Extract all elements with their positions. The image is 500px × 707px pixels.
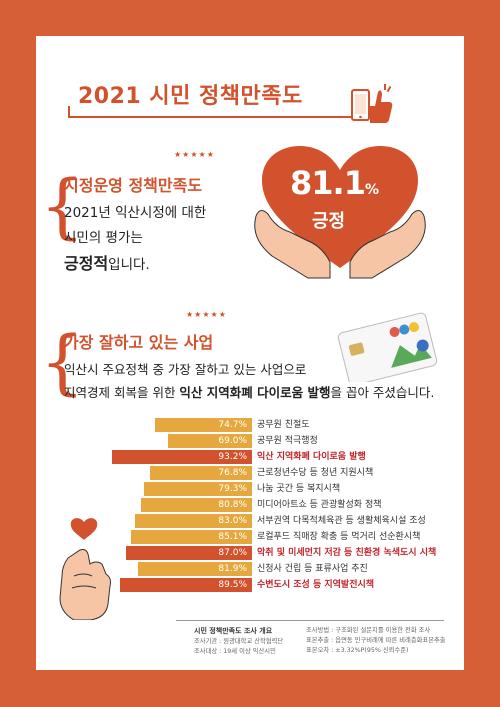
survey-overview: 시민 정책만족도 조사 개요 조사기관 : 원광대학교 산학협력단 조사대상 :… (36, 620, 464, 670)
bar: 85.1% (131, 530, 252, 544)
bar: 79.3% (144, 482, 252, 496)
bar-label: 서부권역 다목적체육관 등 생활체육시설 조성 (257, 516, 426, 526)
bar: 76.8% (150, 466, 252, 480)
bar-label: 로컬푸드 직매장 확충 등 먹거리 선순환시책 (257, 532, 421, 542)
section1-body: 2021년 익산시정에 대한 시민의 평가는 긍정적입니다. (64, 201, 206, 278)
thumbs-up-icon (351, 84, 393, 123)
section1-line1: 2021년 익산시정에 대한 (64, 205, 207, 221)
heart-hands-icon (254, 146, 426, 279)
bar-row: 87.0% 악취 및 미세먼지 저감 등 친환경 녹색도시 시책 (36, 546, 464, 560)
section2-heading: 가장 잘하고 있는 사업 (64, 333, 214, 352)
title-underline (68, 116, 360, 118)
rating-stars: ★★★★★ (174, 150, 215, 159)
local-currency-card-icon (337, 312, 438, 382)
footer-sampling: 표본추출 : 읍면동 인구비례에 따른 비례층화표본추출 (306, 637, 446, 644)
bar: 74.7% (155, 418, 252, 432)
bar-row: 69.0% 공무원 적극행정 (36, 434, 464, 448)
title-bracket (68, 106, 70, 118)
footer-target: 조사대상 : 19세 이상 익산시민 (194, 648, 276, 655)
bar-row: 79.3% 나눔 곳간 등 복지시책 (36, 482, 464, 496)
bar-label: 나눔 곳간 등 복지시책 (257, 484, 341, 494)
section2-line2-pre: 지역경제 회복을 위한 (64, 385, 180, 400)
bar-label: 근로청년수당 등 청년 지원시책 (257, 468, 374, 478)
footer-title: 시민 정책만족도 조사 개요 (194, 627, 273, 635)
bar-label: 공무원 적극행정 (257, 436, 318, 446)
section1-line3: 긍정적입니다. (64, 251, 206, 278)
footer-agency: 조사기관 : 원광대학교 산학협력단 (194, 638, 284, 645)
curly-brace-icon-2: { (40, 321, 85, 403)
bar-label: 공무원 친절도 (257, 420, 310, 430)
bar-row: 76.8% 근로청년수당 등 청년 지원시책 (36, 466, 464, 480)
finger-heart-icon (59, 518, 111, 620)
footer-left: 조사기관 : 원광대학교 산학협력단 조사대상 : 19세 이상 익산시민 (194, 637, 283, 657)
footer-method: 조사방법 : 구조화된 설문지를 이용한 전화 조사 (306, 627, 431, 634)
section1-line3-rest: 입니다. (108, 257, 150, 273)
positive-label: 긍정 (312, 211, 346, 232)
page-title: 2021 시민 정책만족도 (78, 84, 303, 109)
bar-row: 93.2% 익산 지역화폐 다이로움 발행 (36, 450, 464, 464)
bar-row: 85.1% 로컬푸드 직매장 확충 등 먹거리 선순환시책 (36, 530, 464, 544)
bar-row: 83.0% 서부권역 다목적체육관 등 생활체육시설 조성 (36, 514, 464, 528)
title-block: 2021 시민 정책만족도 (68, 68, 393, 123)
footer-error: 표본오차 : ±3.32%P(95% 신뢰수준) (306, 647, 409, 654)
section2-emphasis: 익산 지역화폐 다이로움 발행 (179, 385, 331, 400)
bar: 89.5% (120, 578, 252, 592)
bar-label: 익산 지역화폐 다이로움 발행 (257, 452, 366, 462)
rating-stars-2: ★★★★★ (186, 310, 227, 319)
bar-row: 81.9% 신청사 건립 등 표류사업 추진 (36, 562, 464, 576)
section1-line2: 시민의 평가는 (64, 230, 143, 246)
bar: 87.0% (126, 546, 252, 560)
footer-right: 조사방법 : 구조화된 설문지를 이용한 전화 조사 표본추출 : 읍면동 인구… (306, 626, 446, 656)
poster-sheet: 2021 시민 정책만족도 ★★★★★ { 시정운영 정책만족도 2021년 익… (36, 36, 464, 670)
percent-value: 81.1 (290, 164, 366, 202)
bar-row: 89.5% 수변도시 조성 등 지역발전시책 (36, 578, 464, 592)
section1-heading: 시정운영 정책만족도 (64, 176, 203, 195)
section2-line2: 지역경제 회복을 위한 익산 지역화폐 다이로움 발행을 꼽아 주셨습니다. (64, 381, 434, 404)
bar: 83.0% (135, 514, 252, 528)
bar: 81.9% (138, 562, 252, 576)
bar: 69.0% (168, 434, 252, 448)
bar-row: 74.7% 공무원 친절도 (36, 418, 464, 432)
bar-row: 80.8% 미디어아트쇼 등 관광활성화 정책 (36, 498, 464, 512)
curly-brace-icon: { (40, 165, 85, 247)
bar-label: 수변도시 조성 등 지역발전시책 (257, 580, 375, 590)
bar: 93.2% (112, 450, 252, 464)
bar: 80.8% (141, 498, 252, 512)
percent-sign: % (364, 182, 379, 198)
bar-label: 미디어아트쇼 등 관광활성화 정책 (257, 500, 382, 510)
section2-body: 익산시 주요정책 중 가장 잘하고 있는 사업으로 지역경제 회복을 위한 익산… (64, 358, 434, 404)
section2-line2-post: 을 꼽아 주셨습니다. (330, 385, 435, 400)
bar-label: 신청사 건립 등 표류사업 추진 (257, 564, 368, 574)
satisfaction-percent: 81.1% (290, 164, 379, 202)
footer-divider (176, 620, 444, 621)
section2-line1: 익산시 주요정책 중 가장 잘하고 있는 사업으로 (64, 362, 307, 377)
section1-emphasis: 긍정적 (64, 254, 109, 273)
bar-label: 악취 및 미세먼지 저감 등 친환경 녹색도시 시책 (257, 548, 437, 558)
